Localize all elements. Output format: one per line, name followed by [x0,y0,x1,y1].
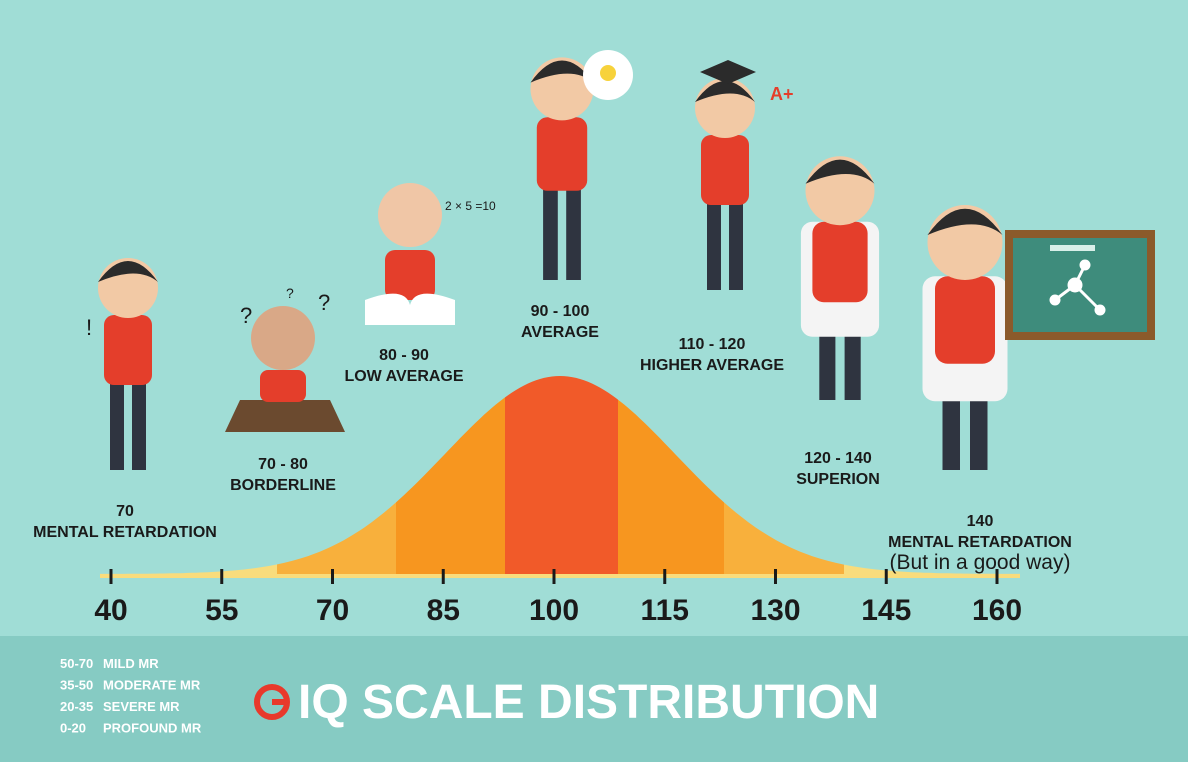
body [701,135,749,205]
body [104,315,152,385]
body [260,370,306,402]
figure [530,57,594,280]
tick-label: 40 [94,594,127,627]
desk [225,400,345,432]
title: IQ SCALE DISTRIBUTION [298,676,879,729]
tick-label: 70 [316,594,349,627]
body [385,250,435,300]
range-label: 140 [967,513,994,530]
legs [132,380,146,470]
curve-band [505,376,618,578]
range-label: 110 - 120 [679,336,746,353]
category-label: LOW AVERAGE [344,368,463,385]
category-label: BORDERLINE [230,477,336,494]
legend-range: 50-70 [60,656,93,671]
hair [98,261,158,282]
legs [566,185,581,280]
head [378,183,442,247]
molecule [1049,259,1106,316]
category-label: AVERAGE [521,324,599,341]
figure [98,258,158,470]
board-line [1050,245,1095,251]
tick-label: 130 [750,594,800,627]
legend-range: 20-35 [60,699,93,714]
category-label: MENTAL RETARDATION [888,534,1072,551]
head [251,306,315,370]
hair [927,208,1003,235]
legend-name: MILD MR [103,656,159,671]
range-label: 120 - 140 [804,450,872,467]
range-label: 80 - 90 [379,347,429,364]
legend-range: 35-50 [60,678,93,693]
body [812,221,868,303]
body [536,117,588,191]
tick-label: 55 [205,594,238,627]
tick-label: 160 [972,594,1022,627]
category-label: HIGHER AVERAGE [640,357,784,374]
decoration: ? [318,290,330,315]
legs [729,200,743,290]
tick-label: 115 [641,594,689,627]
decoration: A+ [770,84,794,104]
body [935,276,995,364]
decoration: 2 × 5 =10 [445,199,496,213]
range-label: 70 - 80 [258,456,308,473]
legs [110,380,124,470]
legend-name: MODERATE MR [103,678,201,693]
decoration: ? [286,285,294,301]
figure [922,205,1008,470]
bulb [600,65,616,81]
legend-range: 0-20 [60,721,86,736]
logo-bar [272,699,288,705]
category-label: SUPERION [796,471,880,488]
decoration: ! [86,315,92,340]
hair [695,81,755,102]
book [365,293,455,325]
tick-label: 100 [529,594,579,627]
legend-name: SEVERE MR [103,699,180,714]
legend-name: PROFOUND MR [103,721,202,736]
figure [695,78,755,290]
footer-band [0,636,1188,762]
cap [700,60,756,84]
decoration: ? [240,303,252,328]
hair [805,159,875,184]
range-label: 90 - 100 [531,303,590,320]
logo [254,684,290,720]
chalkboard [1005,230,1155,340]
category-label: MENTAL RETARDATION [33,524,217,541]
tick-label: 145 [861,594,911,627]
figures [98,50,1008,470]
range-label: 70 [116,503,134,520]
legs [707,200,721,290]
tick-label: 85 [427,594,460,627]
category-note: (But in a good way) [890,551,1071,574]
figure [800,156,880,400]
legs [543,185,558,280]
hair [530,60,594,83]
